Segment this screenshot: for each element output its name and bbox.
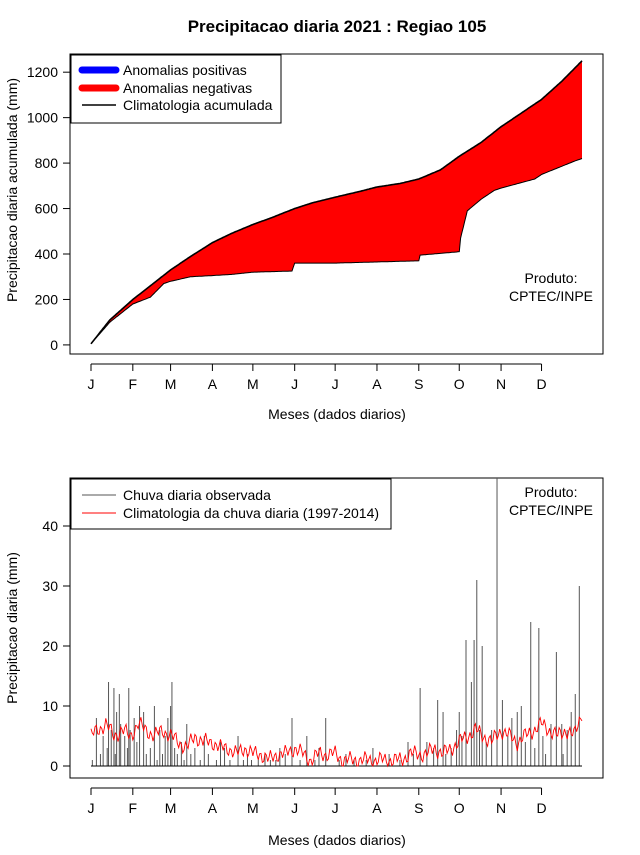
bottom-x-axis-label: Meses (dados diarios) bbox=[268, 832, 406, 848]
legend-label-observed: Chuva diaria observada bbox=[123, 487, 271, 503]
bottom-y-tick-label: 30 bbox=[42, 578, 58, 594]
legend-label-climatology: Climatologia acumulada bbox=[123, 97, 273, 113]
bottom-y-ticks: 0 10 20 30 40 bbox=[42, 518, 70, 774]
top-y-ticks: 0 200 400 600 800 1000 1200 bbox=[27, 64, 70, 353]
daily-chart: 0 10 20 30 40 J F M A M J J A S O N D Precipitacao diar… bbox=[4, 477, 604, 848]
top-y-tick-label: 200 bbox=[35, 291, 59, 307]
top-product-label: Produto: bbox=[525, 270, 578, 286]
climatology-cumulative-line bbox=[90, 60, 583, 345]
top-x-tick-label: S bbox=[414, 376, 423, 392]
top-y-tick-label: 1200 bbox=[27, 64, 58, 80]
top-x-tick-label: M bbox=[165, 376, 177, 392]
bottom-y-axis-label: Precipitacao diaria (mm) bbox=[4, 552, 20, 704]
observed-cumulative-line bbox=[90, 158, 583, 345]
climatology-daily-line bbox=[90, 716, 583, 768]
bottom-legend-box bbox=[70, 478, 392, 530]
bottom-x-tick-label: J bbox=[88, 800, 95, 816]
bottom-x-tick-label: A bbox=[208, 800, 218, 816]
top-plot-frame bbox=[69, 53, 604, 355]
bottom-x-tick-label: O bbox=[454, 800, 465, 816]
top-x-tick-label: O bbox=[454, 376, 465, 392]
top-y-tick-label: 1000 bbox=[27, 110, 58, 126]
top-x-tick-label: D bbox=[536, 376, 546, 392]
bottom-y-tick-label: 10 bbox=[42, 698, 58, 714]
top-x-tick-label: M bbox=[247, 376, 259, 392]
top-x-axis-label: Meses (dados diarios) bbox=[268, 406, 406, 422]
chart-title: Precipitacao diaria 2021 : Regiao 105 bbox=[188, 17, 487, 36]
top-x-tick-label: A bbox=[208, 376, 218, 392]
top-y-tick-label: 400 bbox=[35, 246, 59, 262]
top-x-tick-label: A bbox=[372, 376, 382, 392]
top-x-tick-label: J bbox=[332, 376, 339, 392]
top-y-tick-label: 800 bbox=[35, 155, 59, 171]
top-y-tick-label: 0 bbox=[50, 337, 58, 353]
top-y-axis-label: Precipitacao diaria acumulada (mm) bbox=[4, 78, 20, 302]
bottom-x-tick-label: F bbox=[129, 800, 138, 816]
bottom-plot-frame bbox=[69, 477, 604, 779]
bottom-x-tick-label: D bbox=[536, 800, 546, 816]
top-x-tick-label: J bbox=[88, 376, 95, 392]
bottom-y-tick-label: 20 bbox=[42, 638, 58, 654]
top-x-tick-label: F bbox=[129, 376, 138, 392]
top-legend: Anomalias positivas Anomalias negativas … bbox=[70, 54, 282, 124]
bottom-y-tick-label: 0 bbox=[50, 758, 58, 774]
top-y-tick-label: 600 bbox=[35, 201, 59, 217]
bottom-product-label: Produto: bbox=[525, 484, 578, 500]
top-x-tick-label: J bbox=[291, 376, 298, 392]
bottom-x-tick-label: N bbox=[496, 800, 506, 816]
cumulative-chart: Precipitacao diaria 2021 : Regiao 105 0 2… bbox=[4, 17, 604, 422]
bottom-x-tick-label: A bbox=[372, 800, 382, 816]
negative-anomaly-area bbox=[91, 60, 582, 344]
top-x-tick-label: N bbox=[496, 376, 506, 392]
legend-label-positive: Anomalias positivas bbox=[123, 62, 247, 78]
bottom-x-tick-label: J bbox=[291, 800, 298, 816]
bottom-legend: Chuva diaria observada Climatologia da c… bbox=[70, 478, 392, 530]
top-product-source: CPTEC/INPE bbox=[509, 288, 593, 304]
legend-label-daily-climatology: Climatologia da chuva diaria (1997-2014) bbox=[123, 505, 379, 521]
bottom-x-tick-label: M bbox=[247, 800, 259, 816]
bottom-product-source: CPTEC/INPE bbox=[509, 502, 593, 518]
bottom-x-tick-label: M bbox=[165, 800, 177, 816]
legend-label-negative: Anomalias negativas bbox=[123, 80, 252, 96]
bottom-x-tick-label: S bbox=[414, 800, 423, 816]
bottom-y-tick-label: 40 bbox=[42, 518, 58, 534]
observed-daily-bars bbox=[91, 478, 582, 767]
bottom-x-tick-label: J bbox=[332, 800, 339, 816]
